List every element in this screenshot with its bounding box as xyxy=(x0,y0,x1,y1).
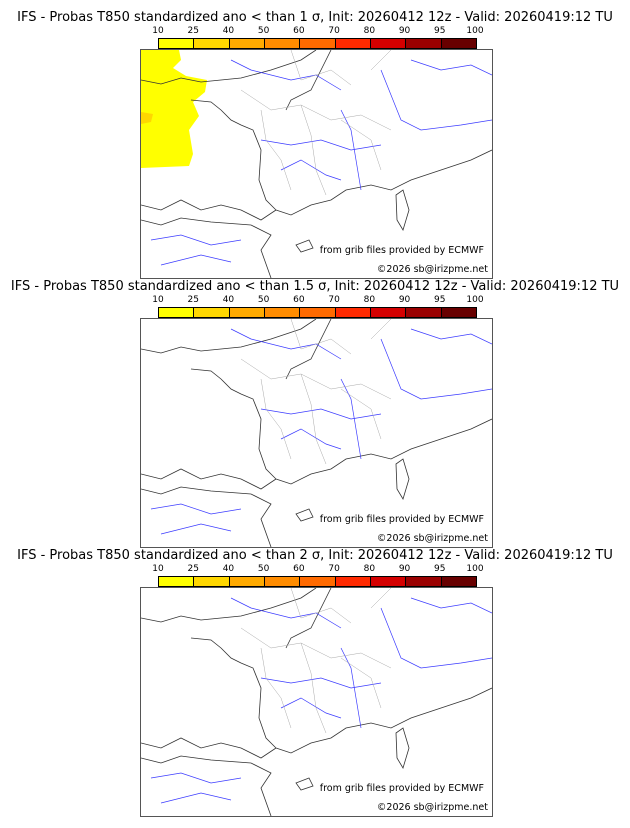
colorbar-ticks: 10 25 40 50 60 70 80 90 95 100 xyxy=(152,295,483,307)
rivers xyxy=(150,59,492,266)
colorbar-segment xyxy=(370,39,407,48)
colorbar-segment xyxy=(194,577,230,586)
colorbar-ticks: 10 25 40 50 60 70 80 90 95 100 xyxy=(152,26,483,38)
colorbar xyxy=(158,307,477,318)
colorbar-tick-label: 60 xyxy=(293,295,305,305)
colorbar-tick-label: 50 xyxy=(257,295,270,305)
colorbar-tick-label: 25 xyxy=(187,295,199,305)
map: from grib files provided by ECMWF ©2026 … xyxy=(140,587,493,817)
map-graphic xyxy=(141,319,492,547)
colorbar-tick-label: 100 xyxy=(466,564,484,574)
colorbar-tick-label: 10 xyxy=(152,26,164,36)
colorbar-segment xyxy=(194,39,230,48)
colorbar-tick-label: 80 xyxy=(363,295,376,305)
colorbar-tick-label: 90 xyxy=(398,564,411,574)
colorbar-tick-label: 95 xyxy=(434,564,446,574)
colorbar-tick-label: 10 xyxy=(152,564,164,574)
colorbar-tick-label: 70 xyxy=(328,26,340,36)
colorbar-tick-label: 80 xyxy=(363,26,376,36)
colorbar xyxy=(158,576,477,587)
copyright-credit: ©2026 sb@irizpme.net xyxy=(376,533,488,544)
probability-area xyxy=(141,50,207,168)
colorbar-segment xyxy=(370,308,407,317)
colorbar-segment xyxy=(229,39,265,48)
colorbar-tick-label: 70 xyxy=(328,295,340,305)
colorbar-segment xyxy=(441,39,476,48)
source-credit: from grib files provided by ECMWF xyxy=(319,514,484,525)
colorbar-tick-label: 60 xyxy=(293,564,305,574)
colorbar-segment xyxy=(406,308,442,317)
colorbar-tick-label: 100 xyxy=(466,295,484,305)
panel-title: IFS - Probas T850 standardized ano < tha… xyxy=(17,548,613,563)
colorbar-tick-label: 40 xyxy=(222,295,235,305)
colorbar-segment xyxy=(300,39,336,48)
rivers xyxy=(150,328,492,535)
colorbar-tick-label: 95 xyxy=(434,295,446,305)
copyright-credit: ©2026 sb@irizpme.net xyxy=(376,802,488,813)
forecast-panel: IFS - Probas T850 standardized ano < tha… xyxy=(0,0,630,279)
colorbar-segment xyxy=(300,308,336,317)
colorbar-segment xyxy=(335,577,371,586)
colorbar-segment xyxy=(159,39,195,48)
map-graphic xyxy=(141,588,492,816)
colorbar-segment xyxy=(159,577,195,586)
colorbar-tick-label: 60 xyxy=(293,26,305,36)
forecast-panel: IFS - Probas T850 standardized ano < tha… xyxy=(0,269,630,548)
colorbar-tick-label: 90 xyxy=(398,26,411,36)
colorbar-tick-label: 40 xyxy=(222,564,235,574)
colorbar-segment xyxy=(264,577,301,586)
coastlines xyxy=(141,588,492,816)
admin-borders xyxy=(240,319,392,465)
colorbar-tick-label: 70 xyxy=(328,564,340,574)
colorbar-segment xyxy=(441,577,476,586)
probability-area-core xyxy=(141,112,153,124)
colorbar-tick-label: 80 xyxy=(363,564,376,574)
colorbar-segment xyxy=(264,308,301,317)
colorbar-segment xyxy=(194,308,230,317)
coastlines xyxy=(141,319,492,547)
colorbar-segment xyxy=(300,577,336,586)
colorbar-tick-label: 40 xyxy=(222,26,235,36)
map: from grib files provided by ECMWF ©2026 … xyxy=(140,318,493,548)
map: from grib files provided by ECMWF ©2026 … xyxy=(140,49,493,279)
rivers xyxy=(150,597,492,804)
copyright-credit: ©2026 sb@irizpme.net xyxy=(376,264,488,275)
source-credit: from grib files provided by ECMWF xyxy=(319,783,484,794)
colorbar-segment xyxy=(159,308,195,317)
colorbar-tick-label: 25 xyxy=(187,564,199,574)
colorbar-tick-label: 95 xyxy=(434,26,446,36)
colorbar-segment xyxy=(370,577,407,586)
colorbar-tick-label: 50 xyxy=(257,564,270,574)
colorbar-segment xyxy=(335,39,371,48)
panel-title: IFS - Probas T850 standardized ano < tha… xyxy=(17,10,613,25)
colorbar-segment xyxy=(229,577,265,586)
colorbar-segment xyxy=(335,308,371,317)
panel-title: IFS - Probas T850 standardized ano < tha… xyxy=(10,279,620,294)
colorbar-tick-label: 10 xyxy=(152,295,164,305)
colorbar-segment xyxy=(229,308,265,317)
colorbar-segment xyxy=(406,39,442,48)
colorbar xyxy=(158,38,477,49)
colorbar-tick-label: 100 xyxy=(466,26,484,36)
admin-borders xyxy=(240,50,392,196)
colorbar-segment xyxy=(441,308,476,317)
colorbar-tick-label: 90 xyxy=(398,295,411,305)
colorbar-segment xyxy=(264,39,301,48)
colorbar-tick-label: 25 xyxy=(187,26,199,36)
source-credit: from grib files provided by ECMWF xyxy=(319,245,484,256)
colorbar-tick-label: 50 xyxy=(257,26,270,36)
map-graphic xyxy=(141,50,492,278)
admin-borders xyxy=(240,588,392,734)
colorbar-segment xyxy=(406,577,442,586)
coastlines xyxy=(141,50,492,278)
forecast-panel: IFS - Probas T850 standardized ano < tha… xyxy=(0,538,630,817)
colorbar-ticks: 10 25 40 50 60 70 80 90 95 100 xyxy=(152,564,483,576)
